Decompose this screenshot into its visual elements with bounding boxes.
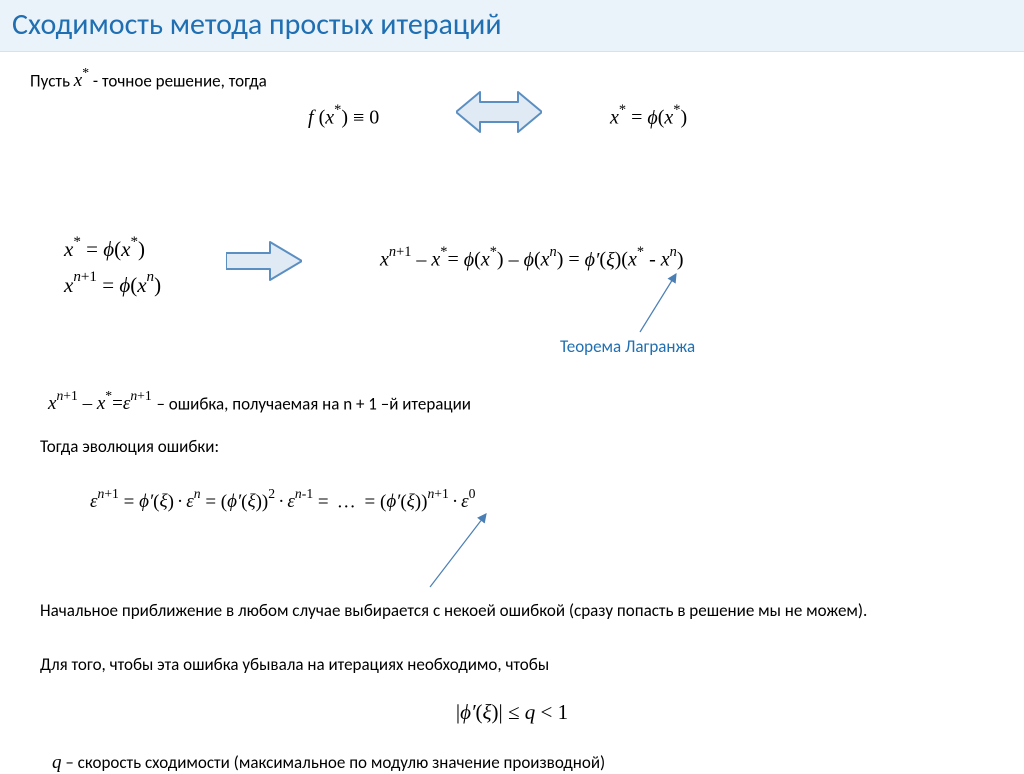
eq-system: x* = (x*) xn+1 = (xn) <box>64 232 161 303</box>
intro-prefix: Пусть <box>30 70 74 91</box>
eq-xstar-phi: x* = (x*) <box>610 104 687 130</box>
eq-evolution: n+1 = ()n = (())2n-1 = … = (())n+10 <box>90 488 476 513</box>
q-text: – скорость сходимости (максимальное по м… <box>65 752 605 773</box>
slide-content: Пусть x* - точное решение, тогда f (x*) … <box>0 52 1024 94</box>
initial-approx-text: Начальное приближение в любом случае выб… <box>40 600 984 623</box>
shrink-text: Для того, чтобы эта ошибка убывала на ит… <box>40 654 984 675</box>
biarrow-icon <box>456 84 542 140</box>
eq-condition: |()| q < 1 <box>456 700 568 724</box>
error-def-text: – ошибка, получаемая на n + 1 –й итераци… <box>156 393 471 414</box>
lagrange-label: Теорема Лагранжа <box>560 336 695 357</box>
intro-math: x* <box>74 70 89 91</box>
page-title: Сходимость метода простых итераций <box>12 6 1012 43</box>
eq-condition-row: |()| q < 1 <box>0 700 1024 725</box>
q-def-row: q – скорость сходимости (максимальное по… <box>52 752 605 774</box>
evolution-label: Тогда эволюция ошибки: <box>40 436 219 457</box>
eq-lagrange: xn+1 – x*= (x*) – (xn) = ()(x* - xn) <box>380 246 684 272</box>
intro-suffix: - точное решение, тогда <box>93 70 267 91</box>
q-symbol: q <box>52 752 62 773</box>
error-def-row: xn+1 – x*=n+1 – ошибка, получаемая на n … <box>48 390 471 415</box>
eq-error-def: xn+1 – x*=n+1 <box>48 393 156 414</box>
title-bar: Сходимость метода простых итераций <box>0 0 1024 52</box>
rarrow-icon <box>226 238 302 284</box>
eq-fxstar: f (x*) 0 <box>308 104 379 130</box>
